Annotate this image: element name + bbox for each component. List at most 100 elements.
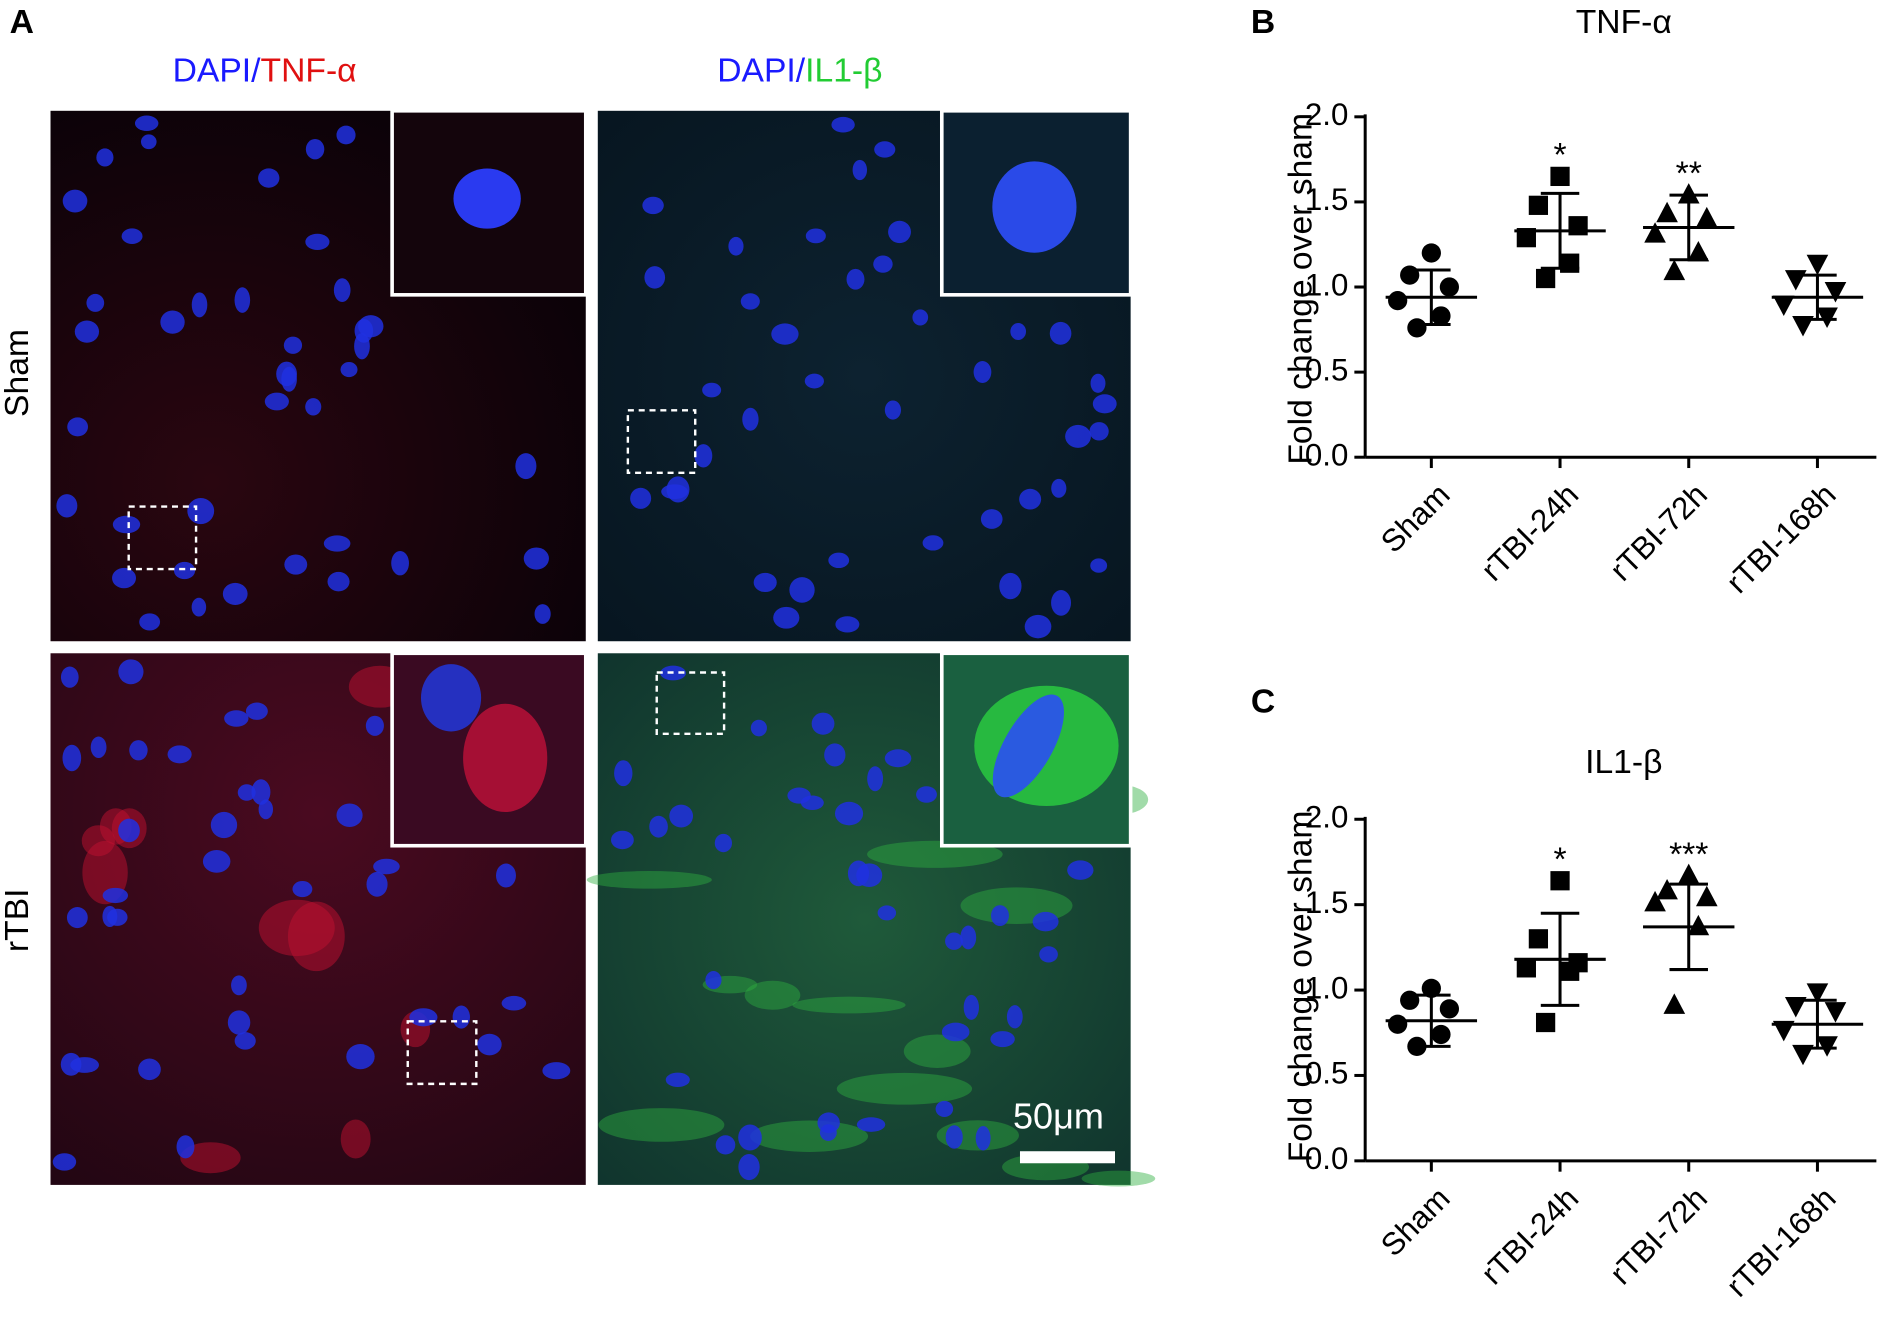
nucleus (877, 905, 897, 921)
point (1400, 265, 1420, 285)
nucleus (102, 905, 118, 928)
roi-box (127, 505, 198, 571)
nucleus (284, 554, 308, 575)
nucleus (888, 220, 911, 244)
nucleus (121, 228, 143, 244)
stain: DAPI/ (173, 52, 262, 89)
nucleus (1090, 558, 1108, 573)
nucleus (74, 320, 100, 343)
point (1644, 222, 1666, 243)
nucleus (1051, 478, 1067, 498)
nucleus (86, 293, 105, 312)
nucleus (1065, 424, 1091, 448)
nucleus (305, 139, 325, 160)
point (1663, 993, 1686, 1014)
nucleus (702, 382, 722, 398)
point (1550, 166, 1570, 187)
nucleus (222, 582, 248, 605)
signal (836, 1072, 973, 1105)
nucleus (323, 535, 351, 552)
nucleus (1039, 946, 1058, 963)
nucleus (856, 1117, 886, 1132)
point (1806, 254, 1829, 276)
point (1816, 1036, 1838, 1057)
nucleus (56, 494, 78, 518)
point (1806, 983, 1829, 1004)
nucleus (666, 476, 690, 503)
point (1388, 1014, 1408, 1034)
point (1568, 216, 1588, 236)
nucleus (477, 1033, 502, 1056)
point (1695, 885, 1718, 907)
nucleus (834, 801, 864, 826)
nucleus (945, 1125, 963, 1149)
chart-title: TNF-α (1576, 4, 1672, 41)
point (1677, 183, 1700, 204)
nucleus (831, 116, 855, 133)
scale-bar-label: 50μm (1013, 1095, 1104, 1136)
roi-box (626, 409, 697, 475)
y-tick-label: 2.0 (1305, 800, 1348, 835)
y-tick-label: 0.0 (1305, 1141, 1348, 1176)
nucleus (787, 787, 811, 804)
point (1535, 268, 1556, 289)
nucleus (963, 994, 979, 1020)
inset-nucleus (992, 694, 1064, 798)
nucleus (452, 1005, 470, 1029)
signal (1081, 1170, 1156, 1187)
nucleus (1090, 373, 1106, 393)
nucleus (305, 398, 322, 416)
point (1792, 1044, 1814, 1066)
nucleus (224, 710, 249, 727)
nucleus (728, 236, 744, 256)
nucleus (644, 266, 666, 289)
nucleus (846, 268, 865, 290)
nucleus (118, 659, 144, 685)
nucleus (912, 309, 929, 326)
nucleus (975, 1125, 991, 1151)
nucleus (874, 141, 896, 158)
nucleus (630, 487, 652, 509)
nucleus (771, 323, 799, 345)
nucleus (234, 287, 251, 313)
point (1560, 961, 1580, 981)
nucleus (611, 830, 634, 850)
nucleus (66, 907, 88, 929)
panel-label: A (10, 4, 34, 41)
nucleus (714, 833, 733, 853)
nucleus (884, 749, 912, 768)
stain: DAPI/ (717, 52, 806, 89)
nucleus (999, 572, 1022, 600)
nucleus (738, 1153, 760, 1181)
x-tick-label: rTBI-24h (1475, 1181, 1586, 1292)
point (1656, 878, 1678, 900)
nucleus (52, 1153, 77, 1171)
nucleus (191, 597, 207, 617)
point (1439, 277, 1460, 297)
nucleus (495, 863, 516, 888)
nucleus (365, 715, 384, 736)
nucleus (336, 803, 363, 827)
nucleus (973, 361, 992, 384)
nucleus (1019, 488, 1042, 510)
nucleus (96, 148, 114, 167)
nucleus (945, 932, 963, 950)
nucleus (715, 1135, 736, 1155)
nucleus (501, 995, 527, 1011)
nucleus (1024, 614, 1052, 639)
nucleus (210, 811, 238, 839)
signal (744, 980, 801, 1010)
nucleus (750, 719, 767, 737)
nucleus (264, 392, 289, 411)
nucleus (705, 971, 722, 990)
nucleus (391, 550, 409, 576)
nucleus (941, 1022, 970, 1042)
point (1772, 1020, 1795, 1042)
point (1421, 978, 1441, 998)
nucleus (187, 498, 215, 525)
nucleus (358, 315, 384, 338)
x-tick-label: rTBI-72h (1603, 1181, 1714, 1292)
inset-signal (463, 703, 548, 813)
x-tick-label: Sham (1374, 1181, 1457, 1264)
